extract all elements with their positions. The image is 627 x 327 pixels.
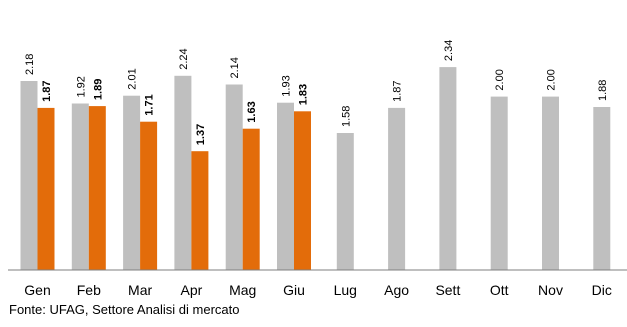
x-axis-tick-labels: Gen Feb Mar Apr Mag Giu Lug Ago Sett Ott Nov Dic [24,282,612,298]
value-label-giu-series-1: 1.93 [281,75,293,96]
x-tick-label-mag: Mag [229,282,256,298]
bar-feb-series-1 [71,103,89,270]
bar-ago-series-1 [388,107,406,271]
source-note: Fonte: UFAG, Settore Analisi di mercato [9,302,240,317]
x-tick-label-ago: Ago [384,282,409,298]
value-label-mar-series-2: 1.71 [144,94,156,115]
bar-giu-series-1 [277,102,294,270]
value-label-sett-series-1: 2.34 [443,40,455,61]
x-tick-label-feb: Feb [77,282,101,298]
bar-mar-series-2 [140,121,158,270]
value-label-mag-series-2: 1.63 [246,101,258,122]
value-label-feb-series-1: 1.92 [75,76,87,97]
x-tick-label-sett: Sett [435,282,460,298]
x-tick-label-ott: Ott [490,282,509,298]
bar-sett-series-1 [439,67,457,270]
bar-mar-series-1 [123,95,141,270]
bar-mag-series-1 [225,84,243,270]
value-label-mag-series-1: 2.14 [229,57,241,78]
value-label-ago-series-1: 1.87 [392,80,404,101]
bar-dic-series-1 [593,107,611,270]
x-tick-label-apr: Apr [181,282,203,298]
value-label-feb-series-2: 1.89 [92,79,104,100]
x-tick-label-lug: Lug [334,282,357,298]
x-tick-label-gen: Gen [24,282,50,298]
x-tick-label-dic: Dic [592,282,612,298]
value-label-gen-series-2: 1.87 [41,80,53,101]
value-labels-layer: 2.18 1.87 1.92 1.89 2.01 1.71 2.24 1.37 2.14 1.63… [24,40,609,146]
value-label-nov-series-1: 2.00 [546,69,558,90]
x-tick-label-giu: Giu [283,282,305,298]
bar-mag-series-2 [242,128,260,270]
x-tick-label-mar: Mar [128,282,152,298]
value-label-apr-series-2: 1.37 [195,124,207,145]
bar-giu-series-2 [294,111,311,270]
value-label-giu-series-2: 1.83 [298,84,310,105]
bar-lug-series-1 [336,133,354,270]
value-label-gen-series-1: 2.18 [24,54,36,75]
bar-apr-series-1 [174,75,192,270]
value-label-dic-series-1: 1.88 [597,80,609,101]
bar-feb-series-2 [88,106,106,270]
bar-nov-series-1 [542,96,559,270]
bar-gen-series-1 [20,81,38,270]
bar-ott-series-1 [490,96,508,270]
bars-layer [20,67,611,271]
bar-apr-series-2 [191,151,209,270]
value-label-ott-series-1: 2.00 [494,69,506,90]
bar-gen-series-2 [37,107,55,271]
x-tick-label-nov: Nov [538,282,563,298]
value-label-lug-series-1: 1.58 [340,106,352,127]
value-label-apr-series-1: 2.24 [178,48,190,69]
value-label-mar-series-1: 2.01 [127,68,139,89]
